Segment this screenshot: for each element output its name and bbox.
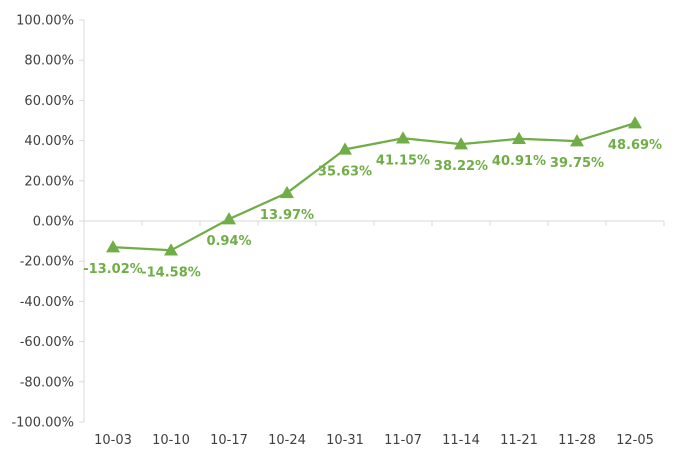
data-label: -14.58% — [141, 265, 201, 280]
data-label: 13.97% — [260, 208, 314, 223]
data-label: 35.63% — [318, 164, 372, 179]
data-point-marker — [222, 212, 236, 225]
x-tick-label: 11-14 — [442, 433, 480, 448]
data-label: 39.75% — [550, 156, 604, 171]
y-tick-label: 20.00% — [24, 174, 74, 189]
x-tick-label: 12-05 — [616, 433, 654, 448]
data-point-marker — [570, 134, 584, 147]
data-label: 38.22% — [434, 159, 488, 174]
y-tick-label: 40.00% — [24, 134, 74, 149]
y-axis: 100.00% 80.00% 60.00% 40.00% 20.00% 0.00% -20.… — [11, 14, 85, 431]
y-tick-label: 60.00% — [24, 94, 74, 109]
x-tick-label: 10-31 — [326, 433, 364, 448]
data-label: 0.94% — [206, 234, 251, 249]
data-point-marker — [628, 116, 642, 129]
data-point-marker — [512, 131, 526, 145]
x-axis: 10-03 10-10 10-17 10-24 10-31 11-07 11-14 11-21… — [83, 220, 665, 448]
data-label: -13.02% — [83, 262, 143, 277]
data-label: 48.69% — [608, 138, 662, 153]
series-area: -13.02%-14.58% 0.94% 13.97% 35.63% 41.15% 38.… — [83, 116, 662, 280]
series-line — [111, 122, 637, 252]
y-tick-label: -60.00% — [20, 335, 74, 350]
y-tick-label: -100.00% — [11, 416, 74, 431]
x-tick-label: 11-07 — [384, 433, 422, 448]
y-tick-label: -40.00% — [20, 295, 74, 310]
data-point-marker — [396, 131, 410, 144]
data-label: 40.91% — [492, 154, 546, 169]
x-tick-label: 10-10 — [152, 433, 190, 448]
data-point-marker — [106, 240, 120, 253]
x-tick-label: 10-24 — [268, 433, 306, 448]
y-tick-label: -80.00% — [20, 375, 74, 390]
data-point-marker — [164, 243, 178, 256]
y-tick-label: -20.00% — [20, 255, 74, 270]
y-tick-label: 100.00% — [16, 14, 74, 29]
x-tick-label: 10-03 — [94, 433, 132, 448]
data-label: 41.15% — [376, 153, 430, 168]
data-point-marker — [280, 185, 294, 199]
x-tick-label: 11-21 — [500, 433, 538, 448]
data-point-marker — [338, 142, 352, 155]
data-point-marker — [454, 137, 468, 150]
x-tick-label: 11-28 — [558, 433, 596, 448]
y-tick-label: 80.00% — [24, 54, 74, 69]
x-tick-label: 10-17 — [210, 433, 248, 448]
y-tick-label: 0.00% — [33, 215, 74, 230]
